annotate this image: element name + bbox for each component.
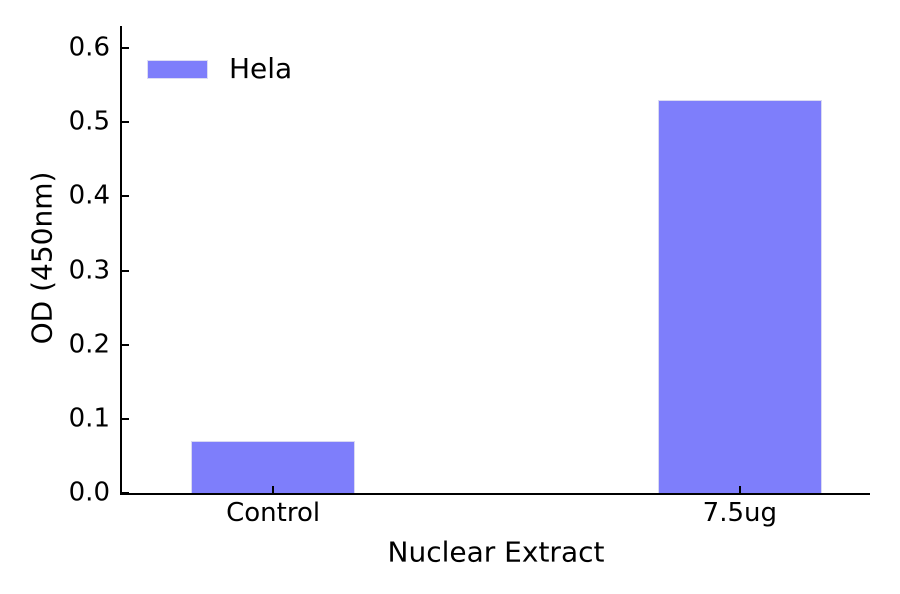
x-tick-label: 7.5ug: [702, 498, 778, 528]
y-tick-mark: [122, 417, 129, 420]
bar-7-5ug: [657, 100, 822, 493]
y-tick-mark: [122, 195, 129, 198]
legend-label: Hela: [229, 52, 293, 85]
y-tick-label: 0.2: [68, 329, 110, 360]
y-tick-label: 0.6: [68, 32, 110, 63]
y-tick-mark: [122, 47, 129, 50]
x-axis-spine: [120, 493, 870, 495]
y-tick-label: 0.1: [68, 403, 110, 434]
y-tick-label: 0.3: [68, 255, 110, 286]
x-tick-mark: [738, 486, 741, 493]
y-tick-mark: [122, 492, 129, 494]
y-tick-mark: [122, 269, 129, 272]
legend: Hela: [147, 55, 292, 83]
y-tick-mark: [122, 343, 129, 346]
y-tick-label: 0.4: [68, 181, 110, 212]
bar-control: [191, 441, 355, 493]
x-tick-label: Control: [226, 498, 321, 528]
y-axis-title: OD (450nm): [25, 171, 59, 345]
x-axis-title: Nuclear Extract: [387, 535, 605, 569]
x-tick-mark: [272, 486, 275, 493]
plot-area: 0.0 0.1 0.2 0.3 0.4 0.5 0.6 Control 7.5ug Hela: [69, 26, 870, 527]
y-tick-mark: [122, 121, 129, 124]
y-tick-label: 0.5: [68, 107, 110, 138]
legend-swatch-hela: [147, 59, 208, 79]
y-axis-spine: [120, 26, 122, 495]
y-tick-label: 0.0: [68, 477, 110, 508]
